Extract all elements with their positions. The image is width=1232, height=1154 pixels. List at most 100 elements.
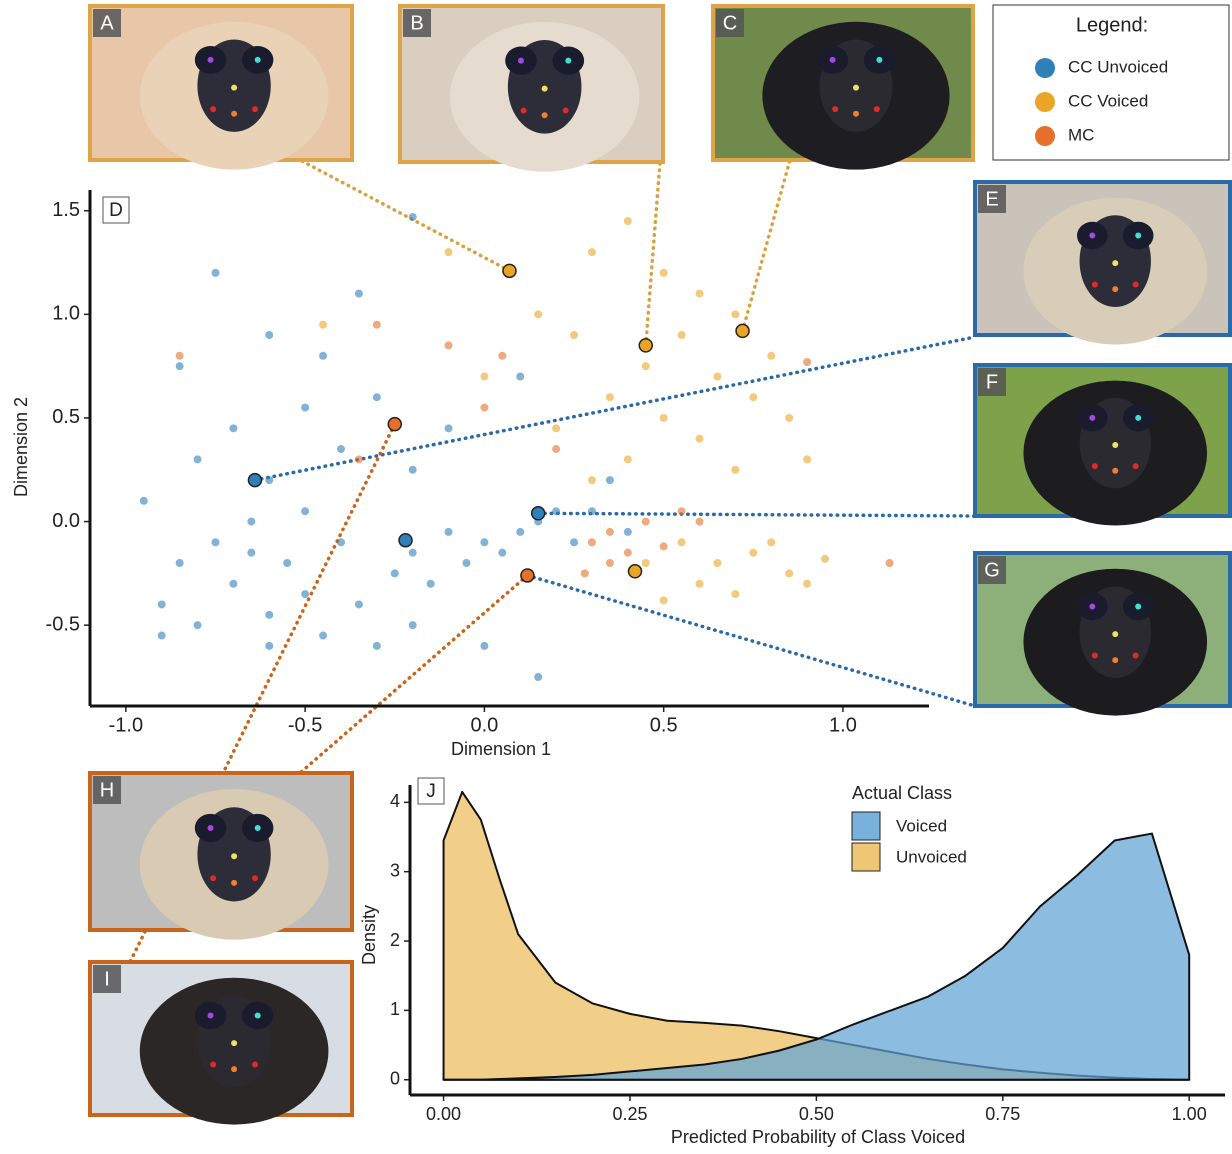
- keypoint: [231, 1040, 237, 1046]
- y-tick-label: 4: [390, 791, 400, 811]
- scatter-point: [283, 559, 291, 567]
- scatter-point: [606, 476, 614, 484]
- connector: [300, 160, 510, 271]
- legend-swatch: [852, 812, 880, 840]
- scatter-point: [373, 393, 381, 401]
- scatter-point: [803, 455, 811, 463]
- scatter-point: [696, 580, 704, 588]
- scatter-point: [409, 466, 417, 474]
- scatter-point: [319, 632, 327, 640]
- scatter-point: [265, 611, 273, 619]
- x-tick-label: -0.5: [288, 714, 322, 736]
- x-tick-label: 0.25: [612, 1104, 647, 1124]
- scatter-point: [176, 559, 184, 567]
- keypoint: [1112, 657, 1118, 663]
- scatter-point: [660, 414, 668, 422]
- panel-label: C: [723, 12, 737, 34]
- scatter-point: [552, 445, 560, 453]
- keypoint: [255, 57, 261, 63]
- scatter-point: [427, 580, 435, 588]
- keypoint: [542, 86, 548, 92]
- scatter-point: [445, 248, 453, 256]
- keypoint: [1133, 282, 1139, 288]
- keypoint: [1112, 260, 1118, 266]
- connector: [538, 513, 975, 516]
- scatter-point: [265, 642, 273, 650]
- highlighted-point: [521, 569, 534, 582]
- scatter-point: [767, 352, 775, 360]
- keypoint: [231, 111, 237, 117]
- x-tick-label: 0.75: [985, 1104, 1020, 1124]
- scatter-point: [588, 507, 596, 515]
- scatter-point: [767, 538, 775, 546]
- keypoint: [1089, 233, 1095, 239]
- scatter-point: [158, 600, 166, 608]
- keypoint: [876, 57, 882, 63]
- keypoint: [1135, 233, 1141, 239]
- keypoint: [1092, 282, 1098, 288]
- x-tick-label: 1.00: [1172, 1104, 1207, 1124]
- scatter-point: [516, 373, 524, 381]
- scatter-point: [391, 569, 399, 577]
- x-tick-label: -1.0: [109, 714, 143, 736]
- scatter-point: [642, 518, 650, 526]
- scatter-point: [660, 269, 668, 277]
- scatter-point: [534, 673, 542, 681]
- scatter-point: [409, 549, 417, 557]
- scatter-point: [678, 507, 686, 515]
- keypoint: [1112, 468, 1118, 474]
- scatter-point: [337, 445, 345, 453]
- scatter-point: [480, 404, 488, 412]
- scatter-point: [265, 476, 273, 484]
- scatter-point: [678, 538, 686, 546]
- scatter-point: [624, 217, 632, 225]
- scatter-point: [355, 600, 363, 608]
- panel-label: H: [100, 779, 114, 801]
- highlighted-point: [532, 507, 545, 520]
- x-tick-label: 1.0: [829, 714, 857, 736]
- keypoint: [565, 58, 571, 64]
- scatter-point: [624, 455, 632, 463]
- y-tick-label: 2: [390, 930, 400, 950]
- keypoint: [563, 108, 569, 114]
- keypoint: [832, 106, 838, 112]
- keypoint: [231, 85, 237, 91]
- scatter-point: [462, 559, 470, 567]
- scatter-point: [731, 590, 739, 598]
- keypoint: [210, 875, 216, 881]
- keypoint: [210, 1062, 216, 1068]
- scatter-point: [229, 424, 237, 432]
- highlighted-point: [628, 565, 641, 578]
- y-tick-label: 1.0: [52, 303, 80, 325]
- scatter-point: [821, 555, 829, 563]
- y-tick-label: 1.5: [52, 199, 80, 221]
- scatter-point: [319, 352, 327, 360]
- keypoint: [252, 875, 258, 881]
- keypoint: [542, 112, 548, 118]
- y-tick-label: 3: [390, 860, 400, 880]
- y-tick-label: 0.5: [52, 406, 80, 428]
- x-tick-label: 0.0: [470, 714, 498, 736]
- connector: [743, 160, 790, 331]
- keypoint: [1133, 463, 1139, 469]
- scatter-point: [445, 424, 453, 432]
- x-tick-label: 0.5: [650, 714, 678, 736]
- highlighted-point: [639, 339, 652, 352]
- y-tick-label: 0.0: [52, 510, 80, 532]
- scatter-point: [552, 507, 560, 515]
- scatter-point: [355, 455, 363, 463]
- scatter-point: [498, 549, 506, 557]
- keypoint: [1089, 415, 1095, 421]
- panel-label: J: [426, 781, 436, 802]
- keypoint: [1092, 463, 1098, 469]
- y-axis-label: Dimension 2: [11, 397, 31, 497]
- legend-label: Voiced: [896, 816, 947, 835]
- scatter-point: [581, 569, 589, 577]
- scatter-point: [445, 528, 453, 536]
- figure: -1.0-0.50.00.51.0-0.50.00.51.01.5Dimensi…: [0, 0, 1232, 1149]
- legend-swatch: [852, 843, 880, 871]
- scatter-point: [660, 596, 668, 604]
- scatter-point: [588, 248, 596, 256]
- panel-label: I: [104, 968, 110, 990]
- scatter-point: [176, 352, 184, 360]
